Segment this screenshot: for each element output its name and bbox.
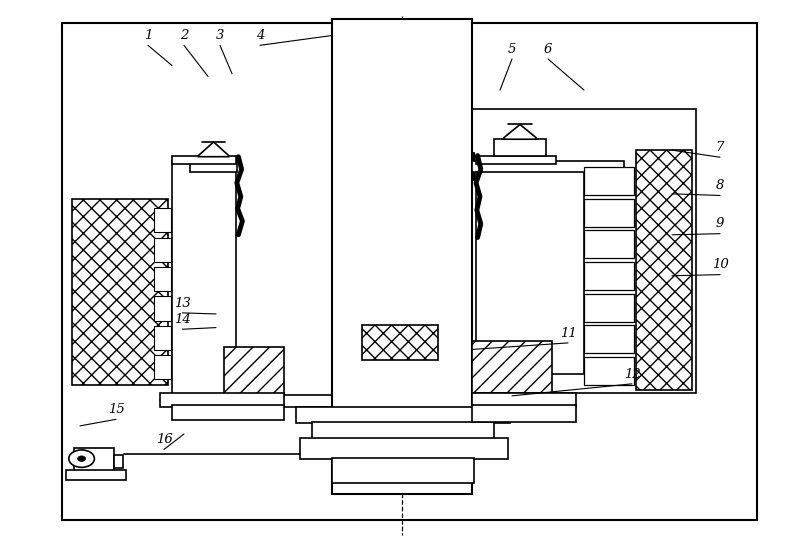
Bar [66, 470, 126, 480]
Text: 13: 13 [174, 296, 190, 310]
Bar [332, 458, 474, 483]
Bar [154, 355, 171, 379]
Bar [236, 395, 340, 407]
Bar [154, 238, 171, 262]
Polygon shape [198, 142, 229, 157]
Bar [494, 139, 546, 156]
Bar [472, 393, 576, 407]
Text: 3: 3 [216, 29, 224, 42]
Text: 6: 6 [544, 43, 552, 56]
Bar [154, 267, 171, 291]
Bar [584, 357, 634, 385]
Bar [72, 199, 168, 385]
Bar [584, 199, 634, 227]
Circle shape [78, 456, 86, 461]
Text: 2: 2 [180, 29, 188, 42]
Bar [476, 156, 556, 164]
Text: 16: 16 [156, 433, 172, 446]
Circle shape [69, 450, 94, 467]
Bar [472, 341, 552, 393]
Bar [636, 150, 692, 390]
Bar [190, 157, 237, 172]
Bar [472, 405, 576, 422]
Bar [62, 23, 757, 520]
Bar [114, 455, 123, 468]
Text: 5: 5 [508, 43, 516, 56]
Text: 15: 15 [108, 403, 124, 416]
Text: 9: 9 [716, 217, 724, 230]
Bar [74, 448, 114, 471]
Bar [476, 169, 584, 374]
Bar [584, 262, 634, 290]
Bar [362, 325, 438, 360]
Polygon shape [504, 124, 536, 139]
Bar [154, 326, 171, 350]
Bar [172, 405, 284, 420]
Text: 7: 7 [716, 141, 724, 154]
Bar [154, 296, 171, 321]
Bar [296, 407, 510, 423]
Bar [584, 167, 634, 195]
Bar [584, 294, 634, 322]
Bar [224, 347, 284, 396]
Bar [172, 161, 236, 396]
Text: 11: 11 [560, 327, 576, 340]
Bar [154, 208, 171, 232]
Bar [472, 109, 696, 393]
Text: 1: 1 [144, 29, 152, 42]
Text: 12: 12 [624, 367, 640, 381]
Bar [472, 161, 624, 172]
Text: 10: 10 [712, 258, 728, 271]
Bar [160, 393, 284, 407]
Text: 14: 14 [174, 313, 190, 326]
Bar [584, 325, 634, 353]
Bar [300, 438, 508, 459]
Bar [332, 19, 472, 494]
Bar [584, 230, 634, 258]
Bar [172, 156, 236, 164]
Text: 4: 4 [256, 29, 264, 42]
Text: 8: 8 [716, 179, 724, 192]
Bar [312, 422, 494, 440]
